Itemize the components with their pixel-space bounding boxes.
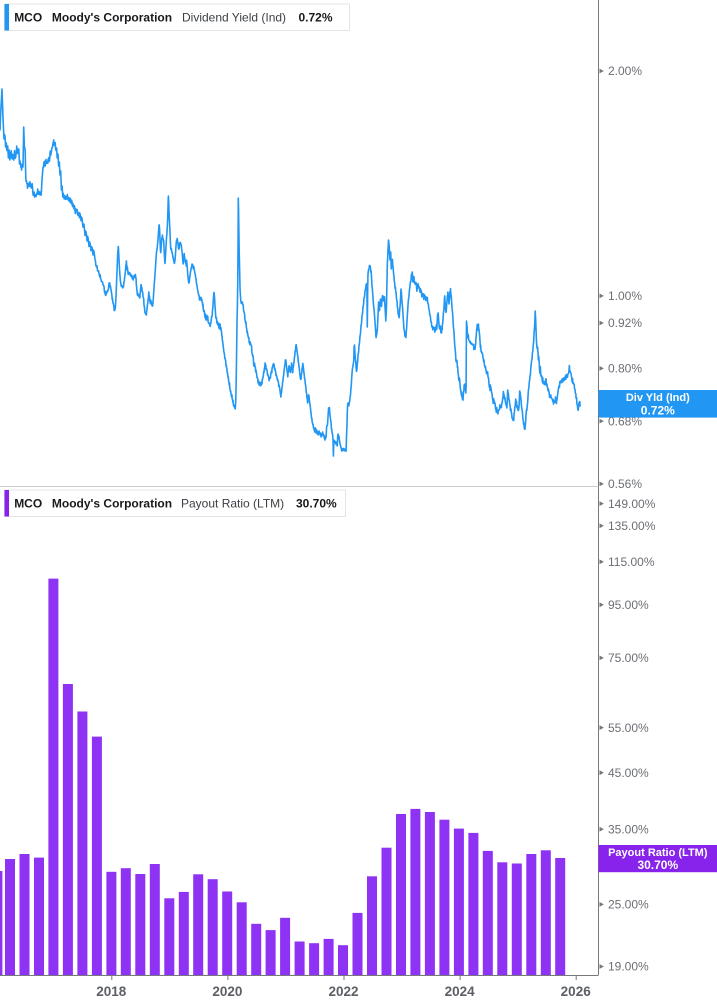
svg-text:2.00%: 2.00% [608, 64, 642, 78]
svg-text:55.00%: 55.00% [608, 721, 649, 735]
svg-text:Payout Ratio (LTM): Payout Ratio (LTM) [608, 847, 708, 859]
svg-text:95.00%: 95.00% [608, 598, 649, 612]
svg-text:2018: 2018 [96, 984, 127, 999]
svg-text:35.00%: 35.00% [608, 822, 649, 836]
svg-text:0.72%: 0.72% [641, 403, 675, 417]
svg-text:45.00%: 45.00% [608, 766, 649, 780]
svg-text:75.00%: 75.00% [608, 651, 649, 665]
svg-text:MCO: MCO [14, 11, 42, 25]
svg-text:Div Yld (Ind): Div Yld (Ind) [626, 392, 690, 404]
svg-text:115.00%: 115.00% [608, 555, 655, 569]
svg-text:135.00%: 135.00% [608, 519, 656, 533]
svg-text:1.00%: 1.00% [608, 289, 642, 303]
svg-text:2020: 2020 [212, 984, 242, 999]
svg-text:MCO: MCO [14, 497, 42, 511]
svg-text:Payout Ratio (LTM): Payout Ratio (LTM) [181, 497, 284, 511]
svg-text:Dividend Yield (Ind): Dividend Yield (Ind) [182, 11, 286, 25]
svg-text:0.80%: 0.80% [608, 362, 642, 376]
svg-text:19.00%: 19.00% [608, 960, 649, 974]
svg-text:0.68%: 0.68% [608, 414, 642, 428]
svg-text:2022: 2022 [328, 984, 358, 999]
svg-text:2026: 2026 [561, 984, 592, 999]
svg-text:30.70%: 30.70% [296, 497, 337, 511]
svg-text:149.00%: 149.00% [608, 497, 656, 511]
svg-text:30.70%: 30.70% [637, 858, 678, 872]
svg-text:0.56%: 0.56% [608, 477, 642, 491]
svg-text:2024: 2024 [445, 984, 476, 999]
svg-text:0.72%: 0.72% [299, 11, 333, 25]
svg-text:0.92%: 0.92% [608, 316, 642, 330]
svg-text:Moody's Corporation: Moody's Corporation [52, 497, 172, 511]
svg-text:25.00%: 25.00% [608, 898, 649, 912]
svg-text:Moody's Corporation: Moody's Corporation [52, 11, 172, 25]
